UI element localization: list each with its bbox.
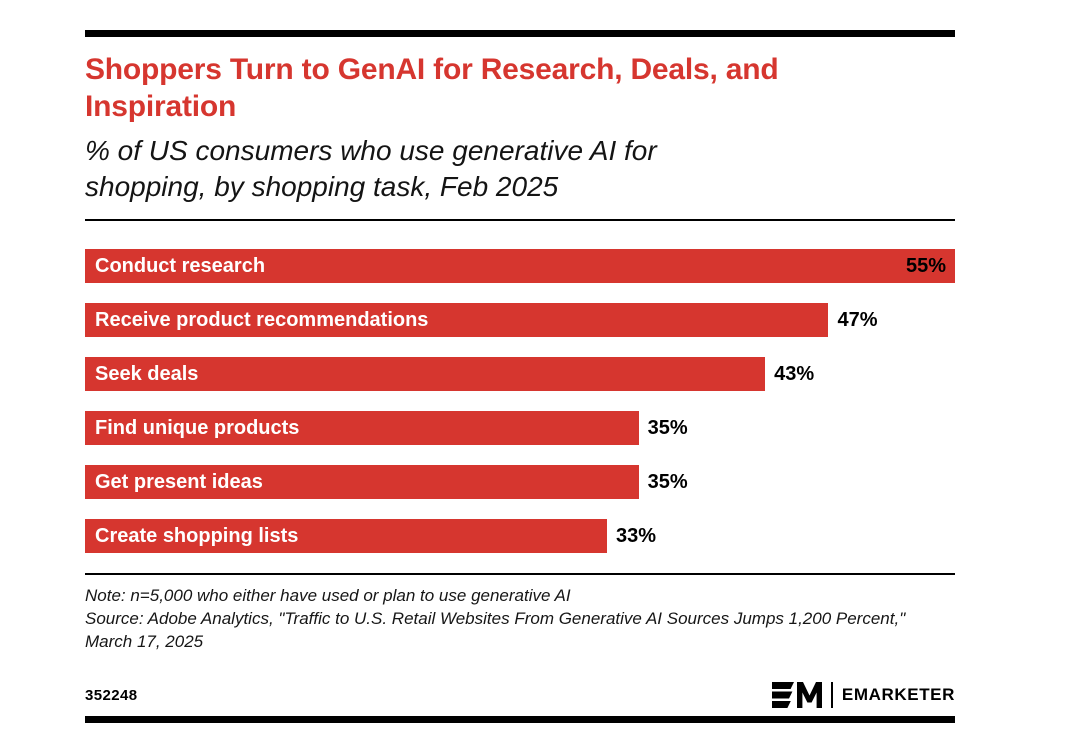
bar-row: Receive product recommendations 47% [85,303,955,337]
brand-lockup: EMARKETER [771,681,955,709]
bar-row: Conduct research 55% [85,249,955,283]
bar: Seek deals [85,357,766,391]
bar-category-label: Create shopping lists [95,524,299,547]
source-text: Source: Adobe Analytics, "Traffic to U.S… [85,609,906,651]
chart-title: Shoppers Turn to GenAI for Research, Dea… [85,51,955,125]
bar-value-label: 43% [774,362,815,385]
chart-subtitle: % of US consumers who use generative AI … [85,133,955,205]
bar-value-label: 35% [647,416,688,439]
bar-value-label: 55% [905,254,946,277]
bar-category-label: Find unique products [95,416,300,439]
chart-title-line-2: Inspiration [85,90,237,123]
bar: Receive product recommendations [85,303,829,337]
bar-row: Find unique products 35% [85,411,955,445]
bar: Create shopping lists [85,519,607,553]
bar-category-label: Receive product recommendations [95,308,429,331]
chart-container: Shoppers Turn to GenAI for Research, Dea… [85,30,955,710]
bar-category-label: Conduct research [95,254,266,277]
brand-divider [830,682,833,708]
bar-row: Seek deals 43% [85,357,955,391]
header-divider [85,219,955,221]
chart-subtitle-line-1: % of US consumers who use generative AI … [85,135,657,166]
bar-category-label: Seek deals [95,362,199,385]
brand-name: EMARKETER [841,685,955,704]
footer: 352248 EMARKETER [85,680,955,710]
chart-title-line-1: Shoppers Turn to GenAI for Research, Dea… [85,53,779,86]
bar-chart: Conduct research 55% Receive product recom… [85,249,955,553]
bar: Conduct research 55% [85,249,955,283]
bar-value-label: 33% [616,524,657,547]
bottom-rule [85,716,955,723]
bar-value-label: 47% [837,308,878,331]
bar-category-label: Get present ideas [95,470,263,493]
bar-row: Create shopping lists 33% [85,519,955,553]
emarketer-logo-icon [771,681,822,709]
bar-value-label: 35% [647,470,688,493]
top-rule [85,30,955,37]
bar: Find unique products [85,411,639,445]
bar-row: Get present ideas 35% [85,465,955,499]
bar: Get present ideas [85,465,639,499]
note-text: Note: n=5,000 who either have used or pl… [85,586,571,605]
chart-bottom-divider [85,573,955,575]
notes-block: Note: n=5,000 who either have used or pl… [85,584,955,653]
chart-id: 352248 [85,686,138,704]
chart-subtitle-line-2: shopping, by shopping task, Feb 2025 [85,171,559,202]
